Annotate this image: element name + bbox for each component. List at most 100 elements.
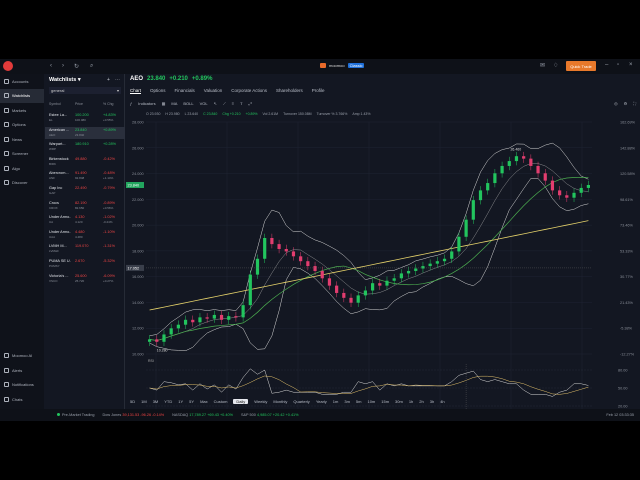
range-1h[interactable]: 1h xyxy=(408,399,414,404)
range-5m[interactable]: 5m xyxy=(355,399,362,404)
range-4h[interactable]: 4h xyxy=(440,399,445,404)
index-quote[interactable]: S&P 500 4,985.07 +20.42 +0.41% xyxy=(241,413,299,417)
range-5d[interactable]: 5D xyxy=(130,399,136,404)
tab-shareholders[interactable]: Shareholders xyxy=(276,88,303,93)
legend-item: +0.89% xyxy=(245,112,258,116)
range-15m[interactable]: 15m xyxy=(381,399,390,404)
settings-icon[interactable]: ⚙ xyxy=(623,100,628,106)
sidebar-item-algo[interactable]: Algo xyxy=(0,161,44,176)
watchlist-row[interactable]: Victoria's ... VSCO 25.600 25.720 -6.09% +0.2… xyxy=(45,273,125,285)
sidebar-item-screener[interactable]: Screener xyxy=(0,147,44,162)
watchlist-row[interactable]: Gap Inc GAP 22.490 -0.79% xyxy=(45,185,125,197)
wallet-icon xyxy=(4,78,9,84)
maximize-icon[interactable]: ▫ xyxy=(617,62,620,68)
range-ytd[interactable]: YTD xyxy=(164,399,173,404)
range-30m[interactable]: 30m xyxy=(395,399,403,404)
watchlist-row[interactable]: PUMA SE U... PUMSY 2.670 -5.32% xyxy=(45,258,125,270)
watchlist-group-select[interactable]: general ▾ xyxy=(49,87,121,94)
y-tick-label: 18.000 xyxy=(132,249,144,253)
tab-chart[interactable]: Chart xyxy=(130,88,142,94)
range-3h[interactable]: 3h xyxy=(429,399,435,404)
change-header[interactable]: % Chg xyxy=(103,102,114,106)
range-monthly[interactable]: Monthly xyxy=(273,399,288,404)
watchlist-row[interactable]: American ... AEO 23.840 23.840 +0.89% xyxy=(45,126,125,139)
range-2h[interactable]: 2h xyxy=(419,399,424,404)
range-10m[interactable]: 10m xyxy=(367,399,376,404)
range-daily[interactable]: Daily xyxy=(233,399,249,404)
trendline-icon[interactable]: ⟋ xyxy=(222,100,226,106)
range-3m[interactable]: 3M xyxy=(152,399,159,404)
bell-icon[interactable]: ♢ xyxy=(553,63,559,69)
text-tool-icon[interactable]: T xyxy=(240,100,243,106)
watchlist-row[interactable]: Estee La... EL 100.200 100.080 +4.83% +0.55% xyxy=(45,112,125,124)
stock-ticker: EL xyxy=(49,118,53,122)
refresh-icon[interactable]: ↻ xyxy=(74,64,80,70)
watchlist-row[interactable]: Crocs CROX 82.190 82.650 -0.89% +0.56% xyxy=(45,200,125,212)
range-1m[interactable]: 1M xyxy=(141,399,147,404)
range-3m[interactable]: 3m xyxy=(344,399,350,404)
sidebar-item-markets[interactable]: Markets xyxy=(0,103,44,118)
forward-arrow-icon[interactable]: › xyxy=(62,63,64,69)
tab-corporate-actions[interactable]: Corporate Actions xyxy=(231,88,268,93)
chart-symbol: AEO xyxy=(130,76,144,82)
layout-icon[interactable]: ▦ xyxy=(161,100,166,106)
range-yearly[interactable]: Yearly xyxy=(315,399,327,404)
sidebar-item-moomoo-ai[interactable]: Moomoo AI xyxy=(0,349,44,364)
index-quote[interactable]: Dow Jones 39,131.53 -96.26 -0.14% xyxy=(103,413,165,417)
range-5y[interactable]: 5Y xyxy=(189,399,195,404)
measure-icon[interactable]: ⤢ xyxy=(248,100,252,106)
tab-options[interactable]: Options xyxy=(150,88,166,93)
toolbar-vol[interactable]: VOL xyxy=(199,100,208,106)
back-arrow-icon[interactable]: ‹ xyxy=(50,63,52,69)
range-custom[interactable]: Custom xyxy=(213,399,228,404)
toolbar-boll[interactable]: BOLL xyxy=(183,100,194,106)
tab-financials[interactable]: Financials xyxy=(174,88,195,93)
range-max[interactable]: Max xyxy=(200,399,208,404)
minimize-icon[interactable]: – xyxy=(605,62,609,68)
y-tick-label: 14.000 xyxy=(132,301,144,305)
draw-cursor-icon[interactable]: ↖ xyxy=(213,100,217,106)
watchlist-title[interactable]: Watchlists ▾ xyxy=(49,77,81,83)
brand-badge[interactable]: Classic xyxy=(347,63,365,68)
quick-trade-button[interactable]: Quick Trade xyxy=(566,61,596,71)
watchlist-row[interactable]: LVMH M... LVMHF 119.070 -1.31% xyxy=(45,243,125,255)
sidebar-item-options[interactable]: Options xyxy=(0,118,44,133)
sidebar-item-news[interactable]: News xyxy=(0,132,44,147)
sidebar-item-watchlists[interactable]: Watchlists xyxy=(0,88,44,103)
search-icon[interactable]: ⌕ xyxy=(90,63,94,69)
add-icon[interactable]: + xyxy=(107,77,110,83)
sidebar-item-chats[interactable]: Chats xyxy=(0,392,44,407)
range-1m[interactable]: 1m xyxy=(332,399,339,404)
price-header[interactable]: Price xyxy=(75,102,83,106)
close-icon[interactable]: × xyxy=(629,62,633,68)
candle xyxy=(205,317,209,319)
watchlist-row[interactable]: Abercrom... ANF 91.490 92.848 -0.48% +1.14% xyxy=(45,170,125,182)
candle xyxy=(363,290,368,296)
sidebar-item-notifications[interactable]: Notifications xyxy=(0,378,44,393)
range-weekly[interactable]: Weekly xyxy=(254,399,268,404)
tab-valuation[interactable]: Valuation xyxy=(203,88,223,93)
fib-icon[interactable]: ≡ xyxy=(231,100,235,106)
toolbar-ma[interactable]: MA xyxy=(171,100,178,106)
tab-profile[interactable]: Profile xyxy=(311,88,325,93)
watchlist-row[interactable]: Warpart... WRP 180.910 +0.28% xyxy=(45,141,125,153)
candle xyxy=(550,180,555,191)
sidebar-item-alerts[interactable]: Alerts xyxy=(0,363,44,378)
watchlist-row[interactable]: Birkenstock BIRK 49.880 -0.42% xyxy=(45,156,125,168)
more-icon[interactable]: ⋯ xyxy=(115,77,120,83)
stock-name: Under Armo... xyxy=(49,229,71,234)
sidebar-item-discover[interactable]: Discover xyxy=(0,176,44,191)
watchlist-row[interactable]: Under Armo... UA 4.130 4.120 -1.02% -0.24% xyxy=(45,214,125,226)
camera-icon[interactable]: ◎ xyxy=(614,100,618,106)
fullscreen-icon[interactable]: ⛶ xyxy=(633,100,636,106)
indicators-button[interactable]: Indicators xyxy=(138,100,156,106)
index-quote[interactable]: NASDAQ 17,789.27 +69.43 +0.40% xyxy=(172,413,233,417)
sidebar-item-accounts[interactable]: Accounts xyxy=(0,74,44,89)
range-1y[interactable]: 1Y xyxy=(178,399,184,404)
indicators-icon[interactable]: ƒ xyxy=(130,100,133,106)
watchlist-row[interactable]: Under Armo... UAA 4.480 4.480 -1.10% xyxy=(45,229,125,241)
symbol-header[interactable]: Symbol xyxy=(49,102,61,106)
mail-icon[interactable]: ✉ xyxy=(540,63,546,69)
price-chart[interactable]: 28.000 26.000 24.000 22.000 20.000 18.000 16.0… xyxy=(126,114,640,421)
range-quarterly[interactable]: Quarterly xyxy=(293,399,310,404)
